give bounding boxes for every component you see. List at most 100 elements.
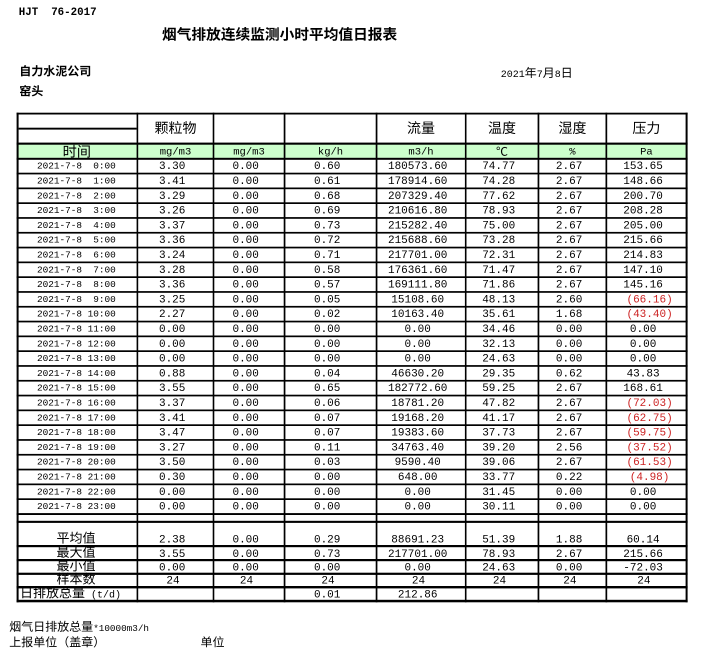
- svg-text:2021-7-8 6:00: 2021-7-8 6:00: [37, 250, 116, 261]
- svg-text:3.36: 3.36: [159, 235, 185, 247]
- svg-text:182772.60: 182772.60: [388, 383, 447, 395]
- svg-text:0.00: 0.00: [630, 324, 656, 336]
- svg-text:73.28: 73.28: [482, 235, 515, 247]
- svg-text:2021-7-8 15:00: 2021-7-8 15:00: [37, 383, 116, 394]
- svg-text:0.00: 0.00: [159, 502, 185, 514]
- svg-text:2.67: 2.67: [556, 549, 582, 561]
- svg-text:169111.80: 169111.80: [388, 280, 447, 292]
- svg-text:217701.00: 217701.00: [388, 250, 447, 262]
- svg-text:kg/h: kg/h: [318, 147, 343, 159]
- svg-text:168.61: 168.61: [623, 383, 663, 395]
- svg-text:10163.40: 10163.40: [391, 309, 444, 321]
- svg-text:34.46: 34.46: [482, 324, 515, 336]
- svg-text:51.39: 51.39: [482, 535, 515, 547]
- svg-text:214.83: 214.83: [623, 250, 663, 262]
- svg-text:0.00: 0.00: [232, 324, 258, 336]
- svg-text:0.07: 0.07: [314, 428, 340, 440]
- svg-text:39.06: 39.06: [482, 457, 515, 469]
- svg-text:24: 24: [166, 576, 180, 588]
- svg-text:2.67: 2.67: [556, 161, 582, 173]
- svg-text:148.66: 148.66: [623, 176, 663, 188]
- svg-text:1.68: 1.68: [556, 309, 582, 321]
- svg-text:47.82: 47.82: [482, 398, 515, 410]
- svg-text:0.88: 0.88: [159, 368, 185, 380]
- svg-text:59.25: 59.25: [482, 383, 515, 395]
- svg-text:3.28: 3.28: [159, 265, 185, 277]
- svg-text:18781.20: 18781.20: [391, 398, 444, 410]
- svg-text:0.69: 0.69: [314, 206, 340, 218]
- svg-text:29.35: 29.35: [482, 368, 515, 380]
- svg-text:39.20: 39.20: [482, 442, 515, 454]
- svg-text:24: 24: [493, 576, 507, 588]
- svg-text:0.62: 0.62: [556, 368, 582, 380]
- svg-text:2021: 2021: [501, 70, 525, 81]
- svg-text:77.62: 77.62: [482, 191, 515, 203]
- svg-text:0.00: 0.00: [232, 280, 258, 292]
- svg-text:41.17: 41.17: [482, 413, 515, 425]
- svg-text:0.00: 0.00: [556, 562, 582, 574]
- svg-text:2021-7-8 13:00: 2021-7-8 13:00: [37, 353, 116, 364]
- svg-text:46630.20: 46630.20: [391, 368, 444, 380]
- svg-text:0.00: 0.00: [314, 339, 340, 351]
- svg-text:88691.23: 88691.23: [391, 535, 444, 547]
- svg-text:24: 24: [240, 576, 254, 588]
- svg-text:24: 24: [321, 576, 335, 588]
- svg-text:37.73: 37.73: [482, 428, 515, 440]
- svg-text:176361.60: 176361.60: [388, 265, 447, 277]
- svg-text:208.28: 208.28: [623, 206, 663, 218]
- svg-text:24: 24: [412, 576, 426, 588]
- svg-text:0.00: 0.00: [232, 161, 258, 173]
- svg-text:(62.75): (62.75): [626, 413, 672, 425]
- svg-text:2.67: 2.67: [556, 250, 582, 262]
- svg-text:24.63: 24.63: [482, 562, 515, 574]
- svg-text:0.00: 0.00: [314, 472, 340, 484]
- svg-text:0.00: 0.00: [159, 339, 185, 351]
- svg-text:210616.80: 210616.80: [388, 206, 447, 218]
- svg-text:648.00: 648.00: [398, 472, 438, 484]
- svg-text:3.27: 3.27: [159, 442, 185, 454]
- svg-text:2021-7-8 8:00: 2021-7-8 8:00: [37, 279, 116, 290]
- svg-text:2021-7-8 5:00: 2021-7-8 5:00: [37, 235, 116, 246]
- svg-text:0.71: 0.71: [314, 250, 341, 262]
- svg-text:0.00: 0.00: [314, 487, 340, 499]
- svg-text:48.13: 48.13: [482, 294, 515, 306]
- svg-text:75.00: 75.00: [482, 220, 515, 232]
- svg-text:212.86: 212.86: [398, 589, 438, 601]
- svg-text:3.26: 3.26: [159, 206, 185, 218]
- svg-text:0.73: 0.73: [314, 220, 340, 232]
- svg-text:-72.03: -72.03: [623, 562, 663, 574]
- svg-text:0.07: 0.07: [314, 413, 340, 425]
- svg-text:178914.60: 178914.60: [388, 176, 447, 188]
- svg-text:2.56: 2.56: [556, 442, 582, 454]
- svg-text:2.67: 2.67: [556, 235, 582, 247]
- svg-text:3.55: 3.55: [159, 383, 185, 395]
- svg-text:2021-7-8 17:00: 2021-7-8 17:00: [37, 412, 116, 423]
- svg-text:0.00: 0.00: [232, 368, 258, 380]
- svg-text:2021-7-8 12:00: 2021-7-8 12:00: [37, 338, 116, 349]
- svg-text:2021-7-8 14:00: 2021-7-8 14:00: [37, 368, 116, 379]
- svg-text:2021-7-8 7:00: 2021-7-8 7:00: [37, 264, 116, 275]
- svg-text:19383.60: 19383.60: [391, 428, 444, 440]
- svg-text:0.00: 0.00: [232, 235, 258, 247]
- svg-text:2.67: 2.67: [556, 457, 582, 469]
- svg-text:145.16: 145.16: [623, 280, 663, 292]
- svg-text:2021-7-8 11:00: 2021-7-8 11:00: [37, 324, 116, 335]
- svg-text:31.45: 31.45: [482, 487, 515, 499]
- svg-text:0.00: 0.00: [232, 398, 258, 410]
- svg-text:2.67: 2.67: [556, 383, 582, 395]
- svg-text:0.00: 0.00: [314, 502, 340, 514]
- svg-text:0.00: 0.00: [556, 339, 582, 351]
- svg-text:0.58: 0.58: [314, 265, 340, 277]
- svg-text:2.60: 2.60: [556, 294, 582, 306]
- svg-text:24: 24: [563, 576, 577, 588]
- svg-text:0.00: 0.00: [630, 354, 656, 366]
- svg-text:(72.03): (72.03): [626, 398, 672, 410]
- svg-text:2021-7-8 2:00: 2021-7-8 2:00: [37, 190, 116, 201]
- svg-text:0.00: 0.00: [404, 502, 430, 514]
- svg-text:3.37: 3.37: [159, 220, 185, 232]
- svg-text:153.65: 153.65: [623, 161, 663, 173]
- svg-text:2021-7-8 0:00: 2021-7-8 0:00: [37, 161, 116, 172]
- svg-text:3.41: 3.41: [159, 176, 186, 188]
- svg-text:2021-7-8 16:00: 2021-7-8 16:00: [37, 398, 116, 409]
- svg-text:215282.40: 215282.40: [388, 220, 447, 232]
